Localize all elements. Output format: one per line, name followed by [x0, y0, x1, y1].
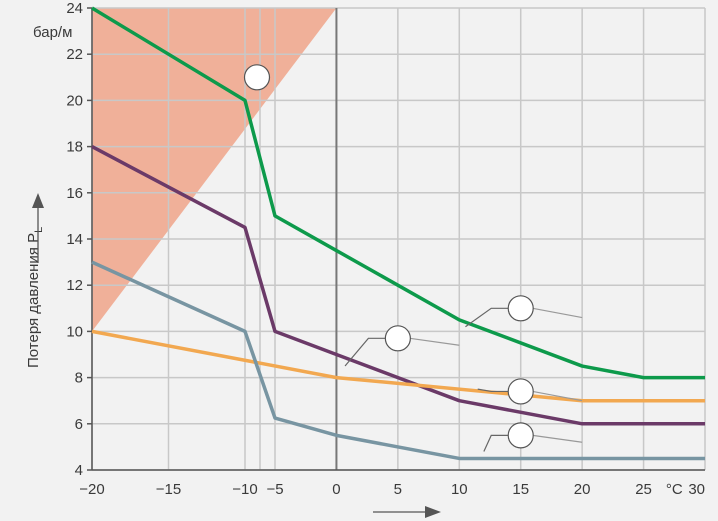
y-tick-label: 12 — [66, 277, 83, 294]
x-arrow — [373, 506, 441, 518]
shaded-region — [92, 8, 337, 332]
y-tick-label: 20 — [66, 92, 83, 109]
x-tick-label: −5 — [266, 481, 283, 498]
series-line-3 — [91, 329, 705, 403]
callout-layer — [243, 64, 583, 452]
x-tick-label: 30 — [688, 481, 705, 498]
callout-leader — [344, 337, 386, 367]
x-tick-label: 0 — [332, 481, 340, 498]
x-tick-label: −15 — [156, 481, 181, 498]
y-tick-label: 6 — [75, 416, 83, 433]
series-layer — [91, 6, 705, 461]
callout-marker-4 — [507, 378, 534, 405]
y-unit-label: бар/м — [33, 24, 72, 41]
y-axis-title-subscript: L — [33, 227, 45, 233]
callout-marker-2 — [507, 295, 534, 322]
x-tick-label: −10 — [232, 481, 257, 498]
x-unit-label: °C — [666, 481, 683, 498]
x-tick-label: 20 — [574, 481, 591, 498]
series-line-1 — [91, 6, 705, 380]
callout-leader — [477, 388, 509, 393]
shaded-region-layer — [92, 8, 337, 332]
callout-marker-1 — [243, 64, 271, 91]
callout-leader — [483, 434, 509, 452]
y-tick-label: 16 — [66, 185, 83, 202]
x-tick-label: 5 — [394, 481, 402, 498]
series-line-4 — [91, 260, 705, 461]
y-axis-title-main: Потеря давления P — [25, 233, 42, 368]
y-axis-title-group: Потеря давления PL — [25, 227, 45, 368]
callout-marker-3 — [384, 325, 411, 352]
y-axis-title: Потеря давления PL — [25, 227, 45, 368]
callout-leader-tail — [532, 307, 583, 319]
callout-leader-tail — [532, 390, 583, 402]
y-tick-label: 4 — [75, 462, 83, 479]
callout-leader — [465, 307, 509, 328]
y-tick-label: 8 — [75, 370, 83, 387]
y-tick-label: 10 — [66, 323, 83, 340]
y-arrow — [32, 193, 44, 263]
callout-leader-tail — [409, 337, 460, 346]
x-tick-label: 10 — [451, 481, 468, 498]
callout-leader-tail — [532, 434, 583, 443]
tick-label-layer: 4 6 8 10 12 14 16 18 20 22 24 −20 −15 −10 −5 0 5 10 15 20 25… — [66, 0, 705, 498]
y-tick-label: 18 — [66, 139, 83, 156]
series-line-2 — [91, 145, 705, 426]
y-tick-label: 14 — [66, 231, 83, 248]
y-tick-label: 22 — [66, 46, 83, 63]
x-tick-label: 15 — [512, 481, 529, 498]
y-tick-label: 24 — [66, 0, 83, 17]
callout-marker-5 — [507, 422, 534, 449]
x-tick-label: −20 — [79, 481, 104, 498]
x-tick-label: 25 — [635, 481, 652, 498]
